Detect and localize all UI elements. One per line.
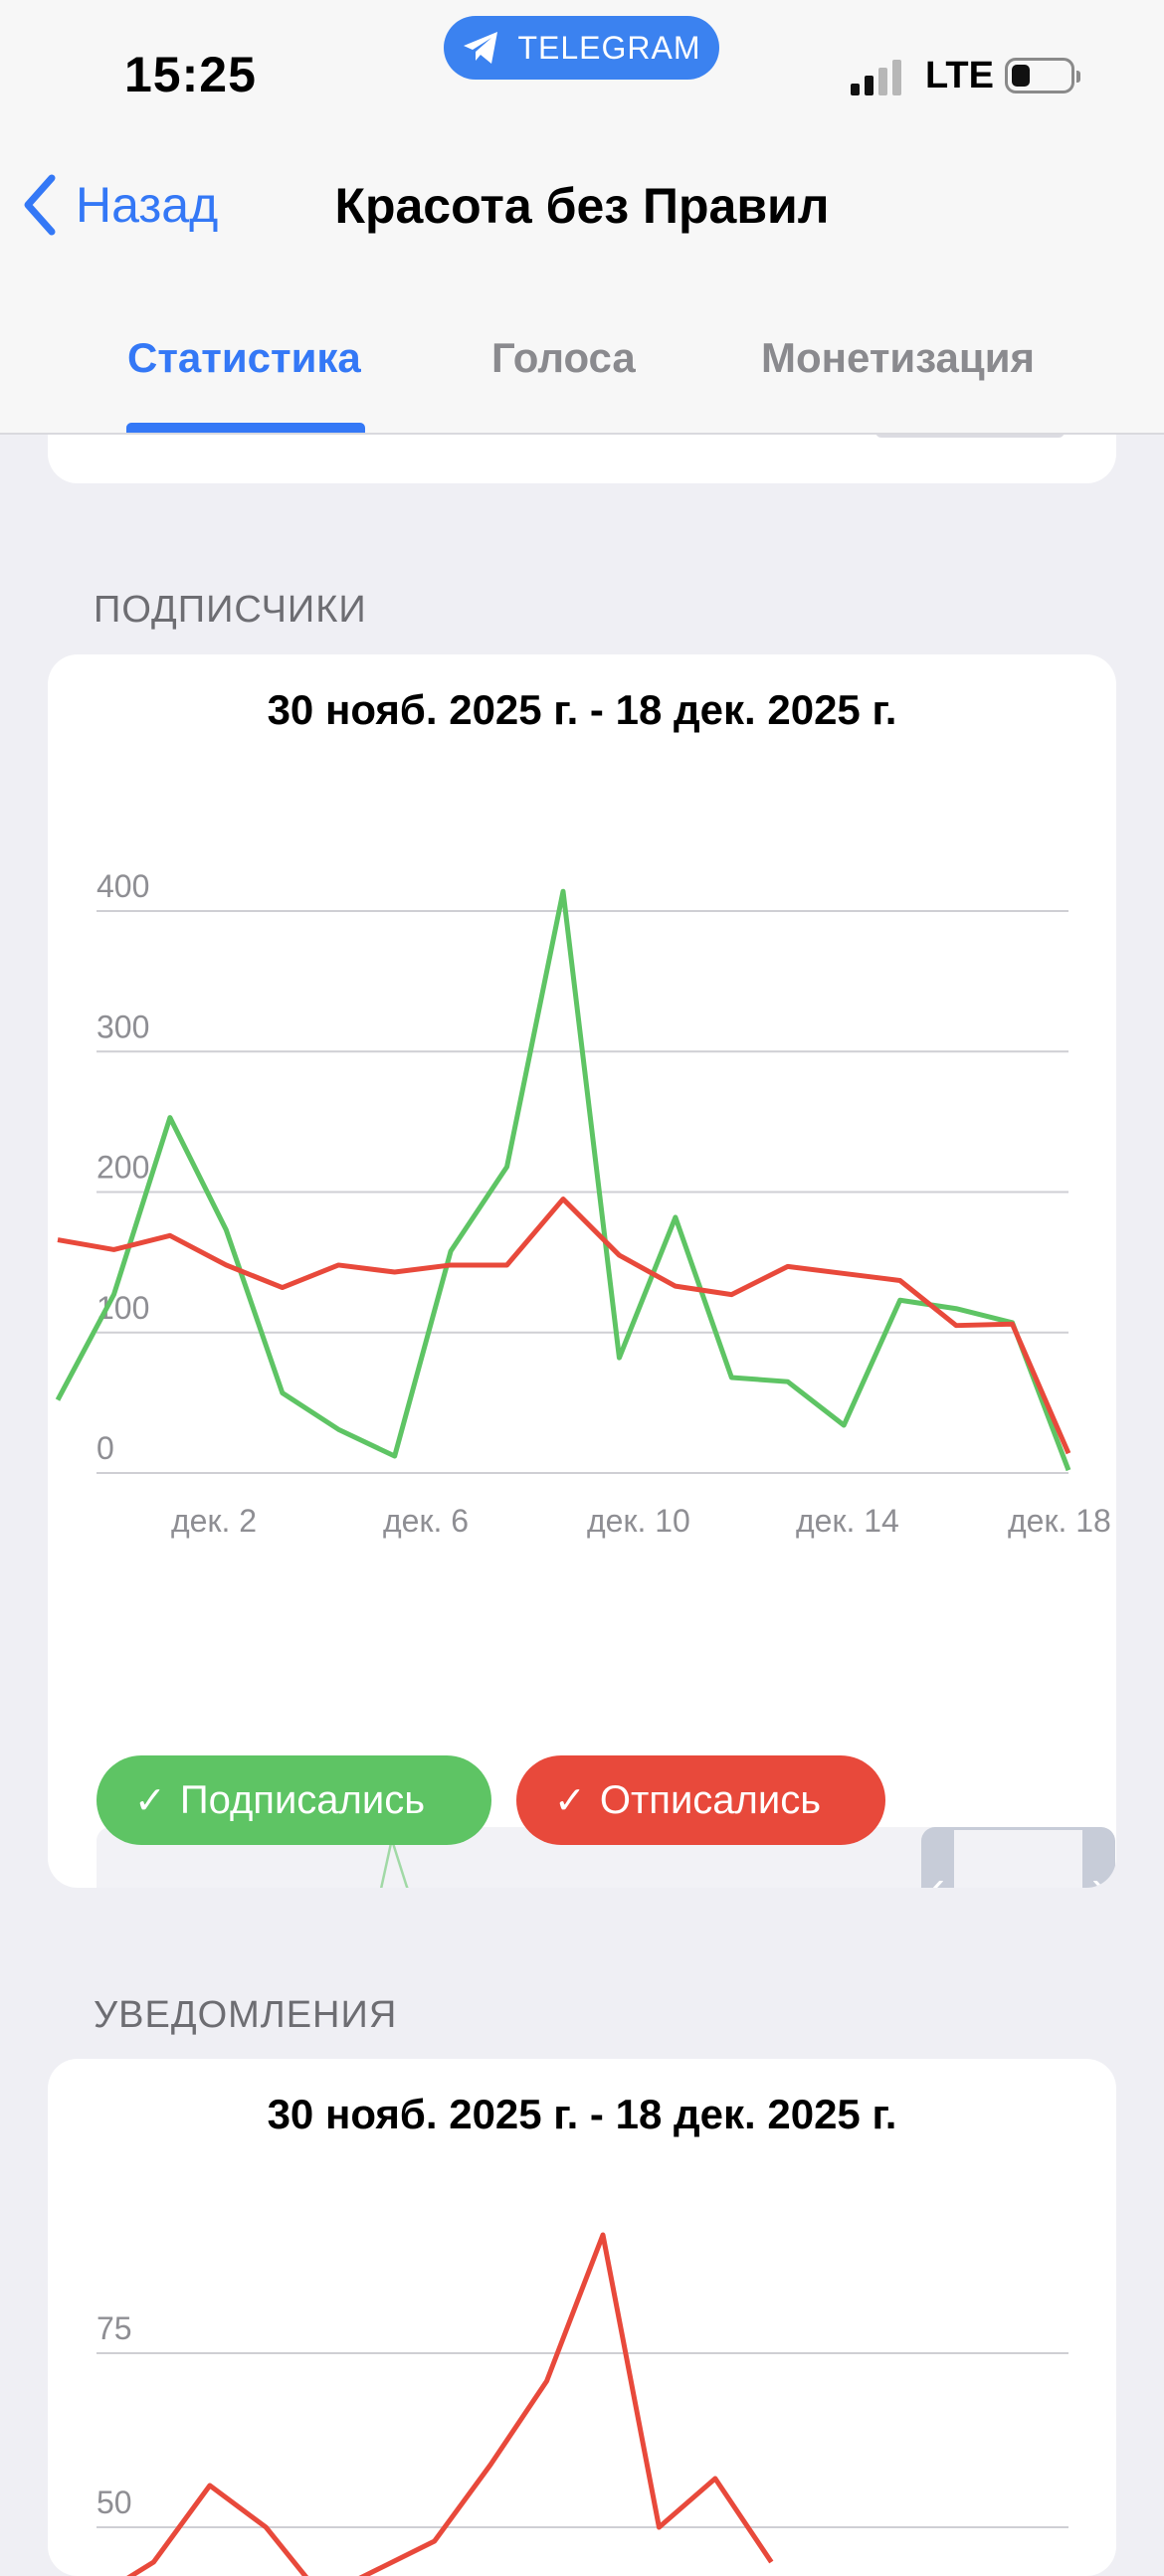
telegram-icon [464,32,498,64]
telegram-pill-label: TELEGRAM [517,29,701,66]
status-time: 15:25 [124,47,257,102]
tab-monetization[interactable]: Монетизация [761,334,1036,381]
back-label: Назад [76,177,219,233]
page-title: Красота без Правил [334,178,830,234]
top-bar: 15:25 TELEGRAM LTE Назад Красота без Пра… [0,0,1164,435]
check-icon: ✓ [554,1779,586,1822]
tab-statistics[interactable]: Статистика [127,334,361,381]
chart-range-navigator[interactable]: ‹ › [97,1827,1115,1888]
y-tick-label: 50 [97,2484,132,2520]
navigator-handle-right[interactable]: › [1082,1827,1115,1888]
navigator-handle-left[interactable]: ‹ [921,1827,954,1888]
active-tab-indicator [126,423,365,433]
date-range: 30 нояб. 2025 г. - 18 дек. 2025 г. [267,686,897,733]
tab-votes[interactable]: Голоса [491,334,636,381]
chevron-left-icon: ‹ [930,1862,945,1888]
chevron-left-icon [24,174,56,236]
series-line-0 [126,2232,774,2576]
series-line-0 [55,888,1071,1472]
notifications-card: 30 нояб. 2025 г. - 18 дек. 2025 г. 75 50 [48,2059,1116,2576]
y-tick-label: 0 [97,1430,114,1466]
section-label-subscribers: ПОДПИСЧИКИ [94,589,367,631]
back-button[interactable]: Назад [22,174,218,236]
x-tick-label: дек. 10 [587,1503,690,1539]
notifications-chart[interactable]: 75 50 [48,2059,1116,2576]
y-tick-label: 300 [97,1009,149,1044]
section-label-notifications: УВЕДОМЛЕНИЯ [94,1994,398,2036]
subscribers-card: 30 нояб. 2025 г. - 18 дек. 2025 г. 0 100 2… [48,654,1116,1888]
x-tick-label: дек. 2 [171,1503,257,1539]
toggle-left[interactable]: ✓ Отписались [516,1755,885,1845]
x-tick-label: дек. 14 [796,1503,899,1539]
network-type: LTE [925,55,994,96]
chevron-right-icon: › [1091,1862,1106,1888]
y-tick-label: 400 [97,868,149,904]
x-tick-label: дек. 6 [383,1503,469,1539]
telegram-pill[interactable]: TELEGRAM [444,16,719,80]
check-icon: ✓ [134,1779,166,1822]
navigator-window[interactable]: ‹ › [921,1827,1115,1888]
tab-bar: Статистика Голоса Монетизация [0,334,1164,433]
toggle-joined[interactable]: ✓ Подписались [97,1755,491,1845]
toggle-joined-label: Подписались [179,1777,426,1822]
series-line-1 [57,1196,1071,1455]
toggle-left-label: Отписались [599,1777,822,1822]
y-tick-label: 75 [97,2310,132,2346]
date-range: 30 нояб. 2025 г. - 18 дек. 2025 г. [267,2091,897,2137]
signal-icon [851,58,910,95]
x-tick-label: дек. 18 [1008,1503,1111,1539]
battery-icon [1005,58,1080,93]
y-tick-label: 200 [97,1150,149,1186]
